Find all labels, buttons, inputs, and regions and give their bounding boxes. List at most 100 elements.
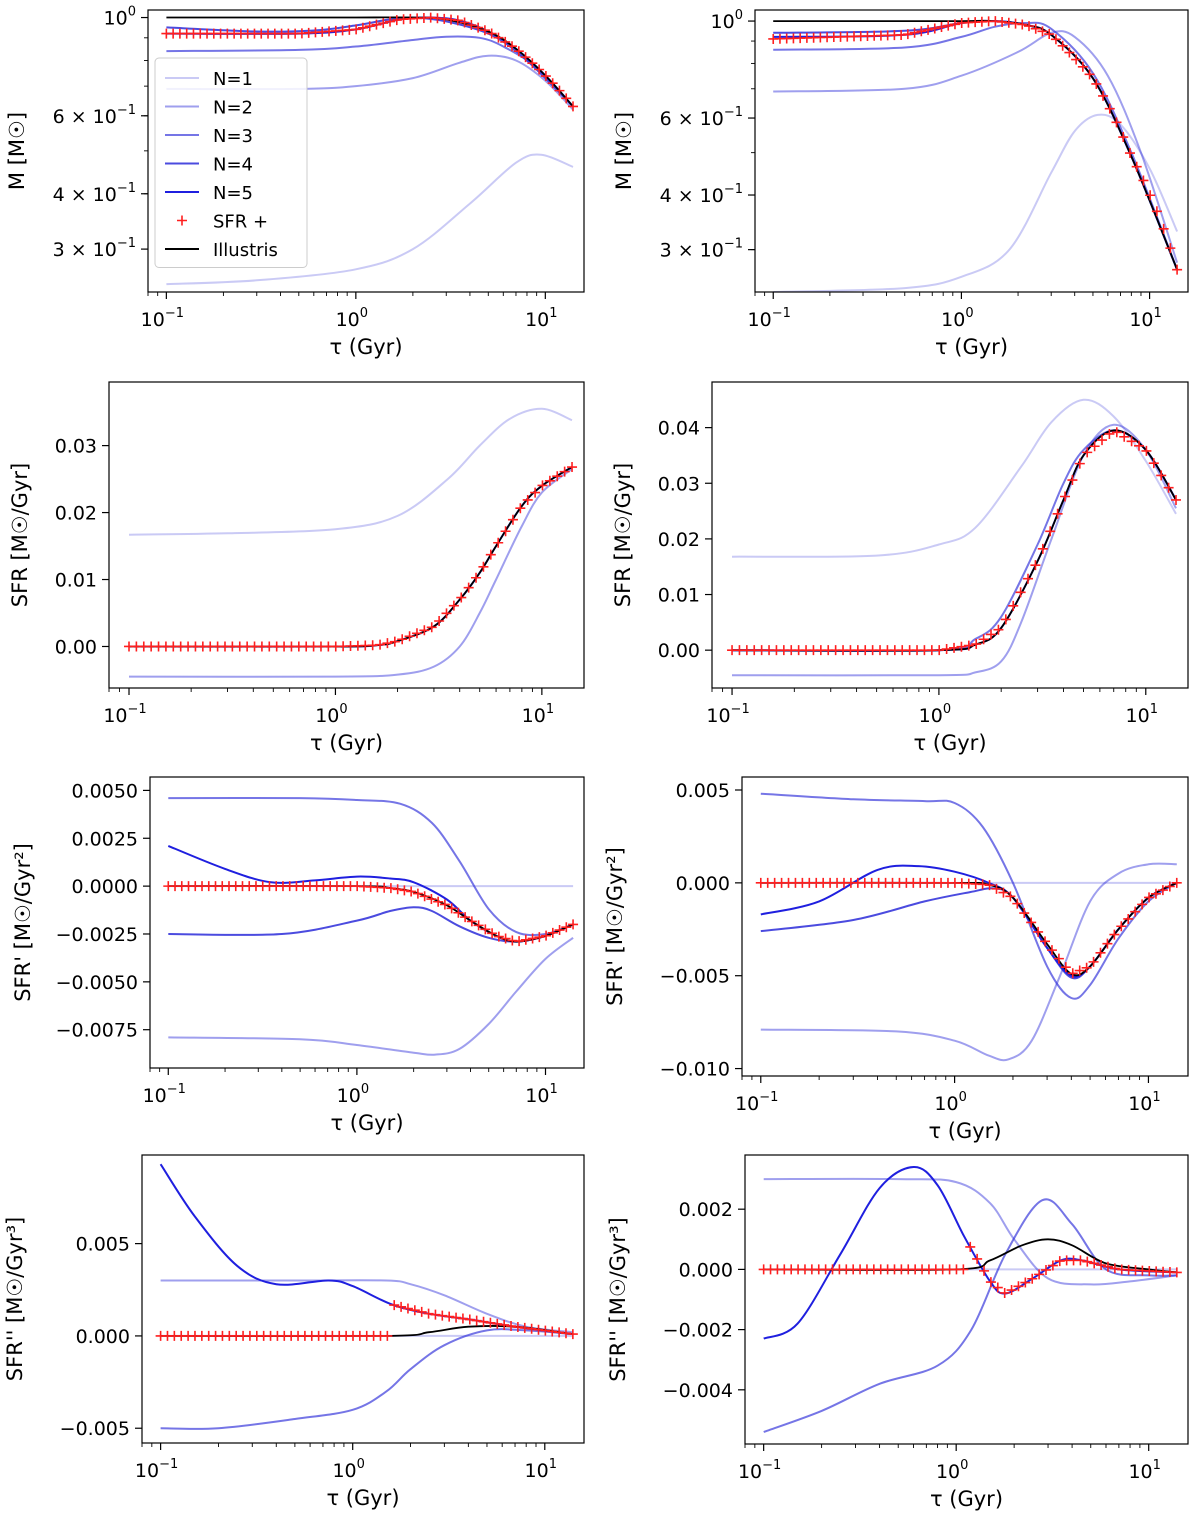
sfr-marker [963,640,974,651]
sfr-marker [1102,1261,1113,1272]
sfr-marker [478,1316,489,1327]
sfr-marker [1060,962,1071,973]
sfr-marker [1148,458,1159,469]
sfr-marker [1171,877,1182,888]
sfr-marker [949,19,960,30]
sfr-marker [444,1311,455,1322]
y-axis-label: SFR' [M☉/Gyr²] [603,847,627,1006]
sfr-marker [382,638,393,649]
y-tick-label: 0.01 [658,585,700,607]
sfr-marker [406,886,417,897]
sfr-marker [453,907,464,918]
x-tick-label: 10−1 [706,702,749,727]
sfr-marker [437,1310,448,1321]
sfr-marker [985,1277,996,1288]
x-tick-label: 10−1 [748,306,791,331]
x-axis-label: τ (Gyr) [310,731,383,755]
x-axis-label: τ (Gyr) [329,335,402,359]
sfr-marker [971,639,982,650]
y-tick-label: 4 × 10−1 [53,181,136,206]
sfr-marker [1082,447,1093,458]
sfr-marker [547,78,558,89]
sfr-marker [965,1241,976,1252]
sfr-marker [1141,445,1152,456]
y-tick-label: 0.002 [679,1199,733,1221]
sfr-marker [493,931,504,942]
series-line-n2 [128,468,573,678]
sfr-marker [466,20,477,31]
sfr-marker [391,15,402,26]
panel-dsfr-right: 10−1 100 101 τ (Gyr) 0.005 0.000 −0.005 −0.010 S… [603,776,1189,1143]
sfr-marker [1046,945,1057,956]
sfr-marker [473,920,484,931]
sfr-marker [448,600,459,611]
sfr-marker [527,933,538,944]
sfr-marker [463,582,474,593]
sfr-marker [385,883,396,894]
sfr-marker [1037,26,1048,37]
y-tick-label: 6 × 10−1 [660,105,743,130]
y-tick-label: 0.03 [658,473,700,495]
sfr-marker [506,1321,517,1332]
sfr-marker [412,888,423,899]
x-axis-label: τ (Gyr) [935,335,1008,359]
sfr-marker [997,16,1008,27]
sfr-marker [423,1308,434,1319]
sfr-marker [392,884,403,895]
sfr-marker [1137,899,1148,910]
sfr-marker [1089,1258,1100,1269]
sfr-marker [561,93,572,104]
sfr-marker [446,903,457,914]
x-tick-label: 100 [337,1082,369,1107]
series-line-n3 [773,21,1179,270]
sfr-marker [430,1309,441,1320]
x-axis: 10−1 100 101 τ (Gyr) [143,1068,558,1135]
sfr-marker [389,636,400,647]
x-tick-label: 10−1 [135,1457,178,1482]
sfr-marker [485,549,496,560]
sfr-marker [999,1287,1010,1298]
sfr-marker [1040,936,1051,947]
x-axis-label: τ (Gyr) [930,1487,1003,1511]
sfr-marker [520,52,531,63]
y-tick-label: 0.00 [658,640,700,662]
x-tick-label: 101 [1128,1090,1160,1115]
sfr-marker [1116,921,1127,932]
y-tick-label: 100 [104,5,136,30]
sfr-marker [371,19,382,30]
x-tick-label: 101 [525,306,557,331]
panel-sfr-right: 10−1 100 101 τ (Gyr) 0.00 0.01 0.02 0.03 0.04 SFR… [611,381,1189,755]
sfr-marker [433,896,444,907]
series-line-n1 [773,113,1179,292]
y-tick-label: 0.02 [658,529,700,551]
sfr-marker [1005,891,1016,902]
y-tick-label: −0.010 [660,1059,730,1081]
sfr-marker [978,634,989,645]
series-line-n4 [773,19,1179,270]
sfr-marker [1030,560,1041,571]
legend-label: N=2 [213,98,253,119]
sfr-marker [534,64,545,75]
sfr-marker [1060,491,1071,502]
sfr-marker [1050,34,1061,45]
sfr-marker [1151,206,1162,217]
panel-ddsfr-right: 10−1 100 101 τ (Gyr) 0.002 0.000 −0.002 −0.004 S… [606,1154,1189,1511]
series-line-n3 [763,1198,1177,1433]
series-markers-sfr-plus [755,877,1182,979]
panel-mass-left: 10−1 100 101 τ (Gyr) 100 6 × 10−1 4 × 10−1 3 × … [5,5,585,359]
x-tick-label: 101 [525,1457,557,1482]
sfr-marker [1003,17,1014,28]
y-tick-label: −0.0025 [56,924,138,946]
sfr-marker [1000,614,1011,625]
sfr-marker [993,624,1004,635]
sfr-marker [1157,885,1168,896]
sfr-marker [1084,69,1095,80]
sfr-marker [493,537,504,548]
series-markers-sfr-plus [124,462,578,652]
sfr-marker [526,1323,537,1334]
sfr-marker [941,643,952,654]
sfr-marker [466,916,477,927]
axes-frame [108,381,585,689]
sfr-marker [1118,132,1129,143]
sfr-marker [1053,953,1064,964]
